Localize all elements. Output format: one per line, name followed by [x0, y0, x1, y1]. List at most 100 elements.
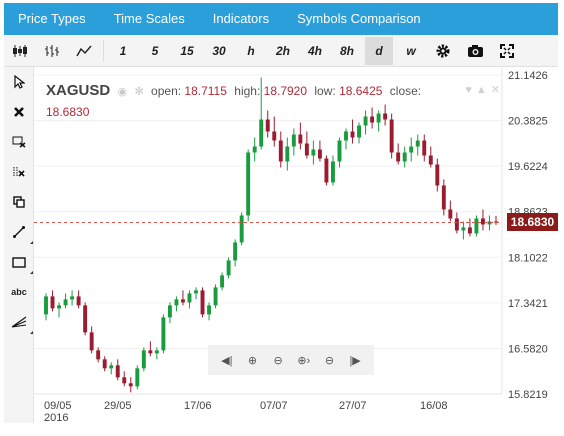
- erase-selection-icon[interactable]: [4, 127, 34, 157]
- date-tick-label: 16/08: [420, 400, 448, 412]
- timescale-30[interactable]: 30: [212, 43, 226, 58]
- low-label: low:: [314, 84, 336, 98]
- candle-down: [148, 350, 153, 354]
- timescale-8h[interactable]: 8h: [339, 43, 354, 58]
- date-tick-label: 07/07: [260, 400, 288, 412]
- menu-price-types[interactable]: Price Types: [18, 11, 86, 26]
- date-tick-label: 27/07: [339, 400, 367, 412]
- candle-down: [370, 116, 375, 123]
- candle-up: [357, 125, 361, 138]
- timescale-w[interactable]: w: [406, 43, 416, 58]
- line-tool-icon[interactable]: [4, 217, 34, 247]
- candle-down: [200, 290, 205, 315]
- ohlc-legend: XAGUSD ◉ ✻ open: 18.7115 high: 18.7920 l…: [46, 81, 426, 122]
- fullscreen-icon-svg: [500, 43, 514, 58]
- candlestick-chart[interactable]: 21.142620.382519.622418.862318.102217.34…: [34, 67, 558, 423]
- scroll-left-icon[interactable]: ◀|: [221, 354, 233, 367]
- menu-symbols-comparison[interactable]: Symbols Comparison: [297, 11, 421, 26]
- erase-all-icon[interactable]: [4, 157, 34, 187]
- price-tick-label: 16.5820: [508, 343, 548, 355]
- candle-down: [396, 152, 401, 162]
- zoom-in-icon[interactable]: ⊕: [247, 354, 258, 367]
- erase-selection-icon-svg: [12, 136, 26, 148]
- zoom-in-right-icon[interactable]: ⊕›: [297, 354, 311, 367]
- candle-up: [141, 350, 146, 369]
- menu-indicators[interactable]: Indicators: [212, 11, 270, 26]
- date-tick-label: 17/06: [184, 400, 212, 412]
- timescale-d[interactable]: d: [365, 36, 393, 65]
- zoom-out-icon[interactable]: ⊖: [273, 354, 283, 367]
- candle-down: [50, 296, 55, 309]
- candle-up: [285, 146, 290, 162]
- candle-down: [448, 209, 453, 219]
- rectangle-icon-svg: [12, 256, 26, 268]
- date-tick-label: 29/05: [104, 400, 132, 412]
- candle-down: [89, 332, 94, 351]
- settings-icon[interactable]: ✻: [134, 86, 144, 98]
- candle-down: [441, 185, 446, 210]
- text-tool-icon[interactable]: abc: [4, 277, 34, 307]
- candle-up: [239, 215, 244, 243]
- line-chart-icon[interactable]: [70, 37, 98, 65]
- candle-down: [350, 131, 355, 138]
- price-tick-label: 15.8219: [508, 389, 548, 401]
- submenu-indicator: [30, 331, 33, 334]
- cursor-icon[interactable]: [4, 67, 34, 97]
- timescale-1[interactable]: 1: [119, 43, 127, 58]
- candle-down: [96, 350, 101, 360]
- price-tick-label: 21.1426: [508, 70, 548, 82]
- fan-tool-icon[interactable]: [4, 307, 34, 337]
- candle-down: [265, 119, 270, 132]
- candle-down: [122, 377, 127, 384]
- ohlc-bars-icon[interactable]: [38, 37, 66, 65]
- rectangle-icon[interactable]: [4, 247, 34, 277]
- clone-icon-svg: [13, 196, 25, 208]
- candle-down: [76, 296, 81, 306]
- candle-up: [344, 131, 348, 141]
- clone-icon[interactable]: [4, 187, 34, 217]
- date-tick-year: 2016: [44, 412, 68, 423]
- candle-up: [409, 146, 414, 153]
- chart-area[interactable]: 21.142620.382519.622418.862318.102217.34…: [34, 67, 558, 423]
- toolbar-divider: [103, 39, 104, 62]
- fullscreen-icon[interactable]: [493, 37, 521, 65]
- scroll-right-icon[interactable]: |▶: [349, 354, 361, 367]
- menu-time-scales[interactable]: Time Scales: [113, 11, 185, 26]
- timescale-2h[interactable]: 2h: [275, 43, 290, 58]
- candle-down: [317, 149, 322, 159]
- candle-up: [161, 317, 166, 351]
- timescale-4h[interactable]: 4h: [307, 43, 322, 58]
- timescale-5[interactable]: 5: [151, 43, 159, 58]
- high-label: high:: [234, 84, 261, 98]
- delete-icon[interactable]: [4, 97, 34, 127]
- up-arrow-icon[interactable]: ▲: [475, 84, 491, 96]
- candle-up: [174, 299, 179, 306]
- candle-up: [207, 305, 211, 315]
- line-chart-icon-svg: [76, 45, 92, 56]
- timescale-15[interactable]: 15: [180, 43, 194, 58]
- camera-icon[interactable]: [461, 37, 489, 65]
- candle-up: [337, 140, 342, 162]
- candle-down: [181, 299, 185, 303]
- gear-icon-svg: [436, 44, 450, 57]
- candle-up: [487, 221, 492, 225]
- eye-icon[interactable]: ◉: [117, 86, 128, 98]
- timescale-h[interactable]: h: [247, 43, 255, 58]
- toolbar: 1 5 15 30 h 2h 4h 8h d w: [4, 35, 558, 67]
- candle-down: [481, 218, 485, 225]
- clear-icon[interactable]: ✕: [490, 84, 504, 96]
- candle-down: [494, 221, 498, 223]
- candle-up: [246, 152, 251, 216]
- candle-up: [415, 140, 420, 147]
- candle-down: [278, 140, 283, 162]
- candles-icon[interactable]: [6, 37, 34, 65]
- candle-up: [194, 290, 198, 294]
- candle-up: [109, 365, 114, 369]
- price-tick-label: 20.3825: [508, 116, 548, 128]
- candle-up: [226, 260, 231, 276]
- candle-down: [383, 113, 388, 120]
- heart-icon[interactable]: ♥: [465, 84, 476, 96]
- zoom-out-center-icon[interactable]: ⊖: [324, 354, 335, 367]
- candle-up: [363, 116, 368, 126]
- gear-icon[interactable]: [429, 37, 457, 65]
